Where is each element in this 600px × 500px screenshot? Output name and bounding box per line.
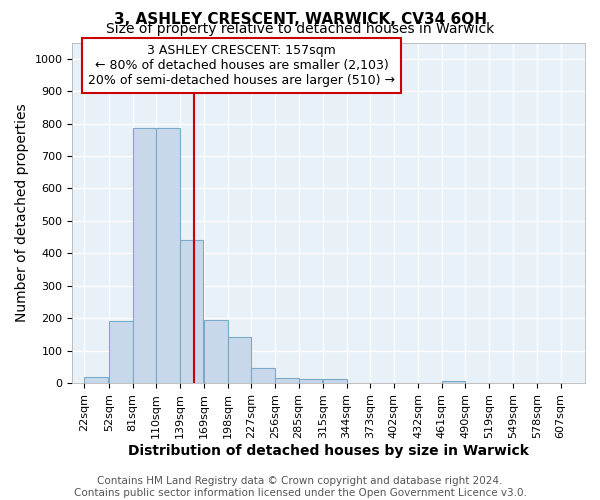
Bar [442,380,466,383]
Bar [251,368,275,383]
Bar [299,378,322,383]
Text: Size of property relative to detached houses in Warwick: Size of property relative to detached ho… [106,22,494,36]
Bar [85,378,108,383]
Bar [204,320,228,383]
Bar [109,322,133,383]
Bar [323,379,347,383]
Bar [156,128,180,383]
Text: 3, ASHLEY CRESCENT, WARWICK, CV34 6QH: 3, ASHLEY CRESCENT, WARWICK, CV34 6QH [113,12,487,26]
X-axis label: Distribution of detached houses by size in Warwick: Distribution of detached houses by size … [128,444,529,458]
Bar [275,378,299,383]
Bar [228,337,251,383]
Bar [180,240,203,383]
Bar [133,128,156,383]
Y-axis label: Number of detached properties: Number of detached properties [15,104,29,322]
Text: 3 ASHLEY CRESCENT: 157sqm
← 80% of detached houses are smaller (2,103)
20% of se: 3 ASHLEY CRESCENT: 157sqm ← 80% of detac… [88,44,395,87]
Text: Contains HM Land Registry data © Crown copyright and database right 2024.
Contai: Contains HM Land Registry data © Crown c… [74,476,526,498]
